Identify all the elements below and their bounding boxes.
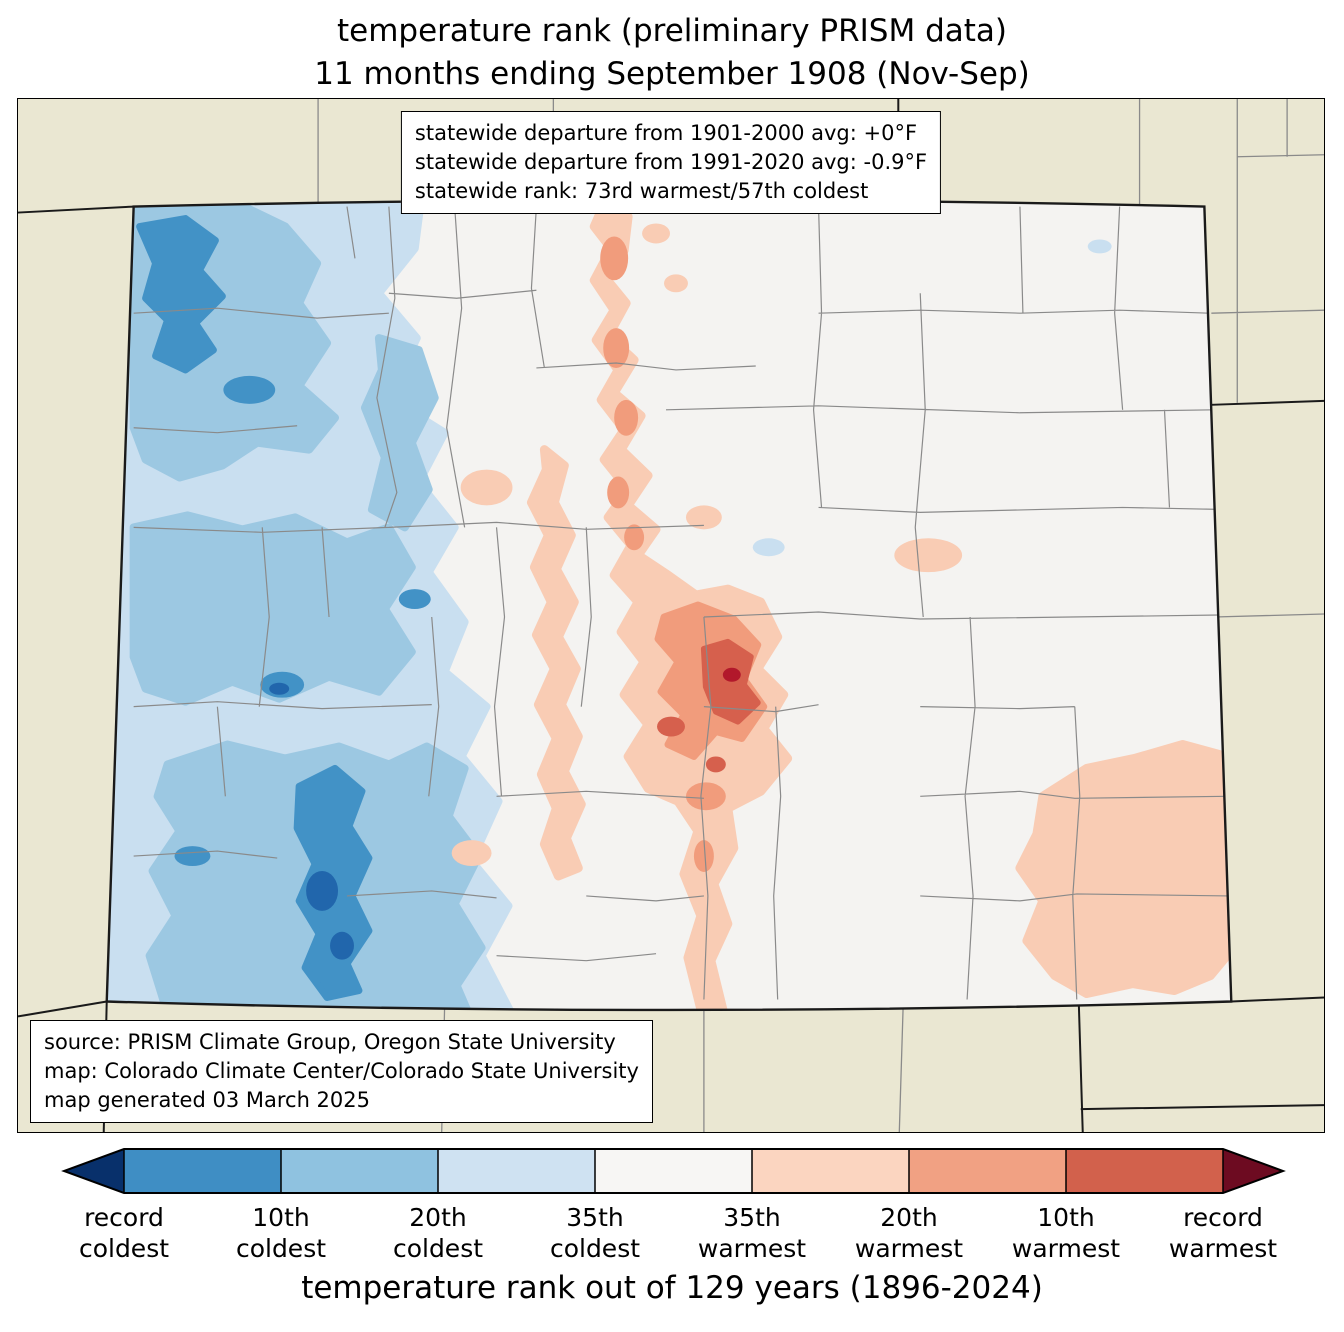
record-cold-core xyxy=(306,871,339,911)
colorbar-arrow-record-warmest xyxy=(1223,1149,1283,1193)
cold-spot xyxy=(174,846,211,867)
colorbar-outline xyxy=(61,1148,1286,1194)
colorado-data-layer xyxy=(106,200,1232,1010)
warm-spot xyxy=(664,274,688,293)
colorbar-label-10th-coldest: 10th coldest xyxy=(235,1203,327,1263)
cold-regions xyxy=(106,200,1112,1010)
warm-20th-spot xyxy=(600,236,629,281)
warm-regions xyxy=(451,206,1232,1010)
region-cold-20th-central xyxy=(129,511,416,706)
colorbar-label-record-coldest: record coldest xyxy=(78,1203,170,1263)
warm-20th-spot xyxy=(624,524,645,551)
source-line-2: map: Colorado Climate Center/Colorado St… xyxy=(44,1059,639,1083)
colorbar-segment-1 xyxy=(124,1149,281,1193)
cold-spot xyxy=(398,589,431,610)
warm-10th-spot xyxy=(705,756,726,773)
cold-spot-ne xyxy=(1087,239,1112,254)
warm-20th-spot xyxy=(614,399,639,436)
colorbar-arrow-record-coldest xyxy=(64,1149,124,1193)
cold-spot-east xyxy=(752,538,785,557)
region-cold-10th-nw xyxy=(136,215,226,374)
warm-20th-spot xyxy=(607,476,630,509)
stats-line-1: statewide departure from 1901-2000 avg: … xyxy=(414,121,918,145)
colorbar-separators xyxy=(123,1149,1224,1193)
colorbar-segment-7 xyxy=(1066,1149,1223,1193)
statewide-stats-box: statewide departure from 1901-2000 avg: … xyxy=(400,111,942,214)
record-cold-core xyxy=(269,682,290,695)
colorbar xyxy=(61,1148,1286,1194)
colorbar-label-35th-warmest: 35th warmest xyxy=(697,1203,807,1263)
source-line-3: map generated 03 March 2025 xyxy=(44,1088,371,1112)
warm-20th-spot xyxy=(685,782,726,811)
colorbar-segment-3 xyxy=(438,1149,595,1193)
warm-spot xyxy=(642,223,671,244)
record-warm-core xyxy=(722,667,741,682)
source-attribution-box: source: PRISM Climate Group, Oregon Stat… xyxy=(30,1020,653,1123)
stats-line-3: statewide rank: 73rd warmest/57th coldes… xyxy=(414,179,869,203)
title-line-2: 11 months ending September 1908 (Nov-Sep… xyxy=(314,56,1030,92)
county-lines-east xyxy=(665,206,1229,1000)
source-line-1: source: PRISM Climate Group, Oregon Stat… xyxy=(44,1030,616,1054)
warm-20th-spot xyxy=(693,840,714,873)
warm-20th-spot xyxy=(603,328,630,368)
warm-10th-spot xyxy=(657,716,685,737)
county-lines-west xyxy=(133,206,756,962)
warm-spot xyxy=(685,505,722,530)
colorbar-label-record-warmest: record warmest xyxy=(1168,1203,1278,1263)
colorbar-segment-2 xyxy=(281,1149,438,1193)
warm-spot xyxy=(451,840,492,867)
stats-line-2: statewide departure from 1991-2020 avg: … xyxy=(414,150,928,174)
colorbar-label-10th-warmest: 10th warmest xyxy=(1011,1203,1121,1263)
cold-spot xyxy=(223,375,276,404)
warm-spot xyxy=(894,538,963,573)
title-line-1: temperature rank (preliminary PRISM data… xyxy=(336,13,1007,49)
map-frame: statewide departure from 1901-2000 avg: … xyxy=(17,98,1325,1133)
colorbar-segment-5 xyxy=(752,1149,909,1193)
warm-spot xyxy=(460,469,513,506)
page-title: temperature rank (preliminary PRISM data… xyxy=(0,10,1344,96)
region-warm-10th-core xyxy=(700,638,761,725)
colorbar-caption: temperature rank out of 129 years (1896-… xyxy=(301,1270,1043,1306)
region-cold-20th-strip xyxy=(360,334,439,532)
colorbar-label-35th-coldest: 35th coldest xyxy=(549,1203,641,1263)
colorbar-segment-6 xyxy=(909,1149,1066,1193)
colorbar-label-20th-coldest: 20th coldest xyxy=(392,1203,484,1263)
region-warm-35th-southeast xyxy=(1015,740,1232,999)
colorado-map xyxy=(18,99,1324,1132)
colorbar-segment-4 xyxy=(595,1149,752,1193)
colorbar-label-20th-warmest: 20th warmest xyxy=(854,1203,964,1263)
record-cold-core xyxy=(330,931,354,960)
region-warm-35th-branch xyxy=(526,445,586,881)
